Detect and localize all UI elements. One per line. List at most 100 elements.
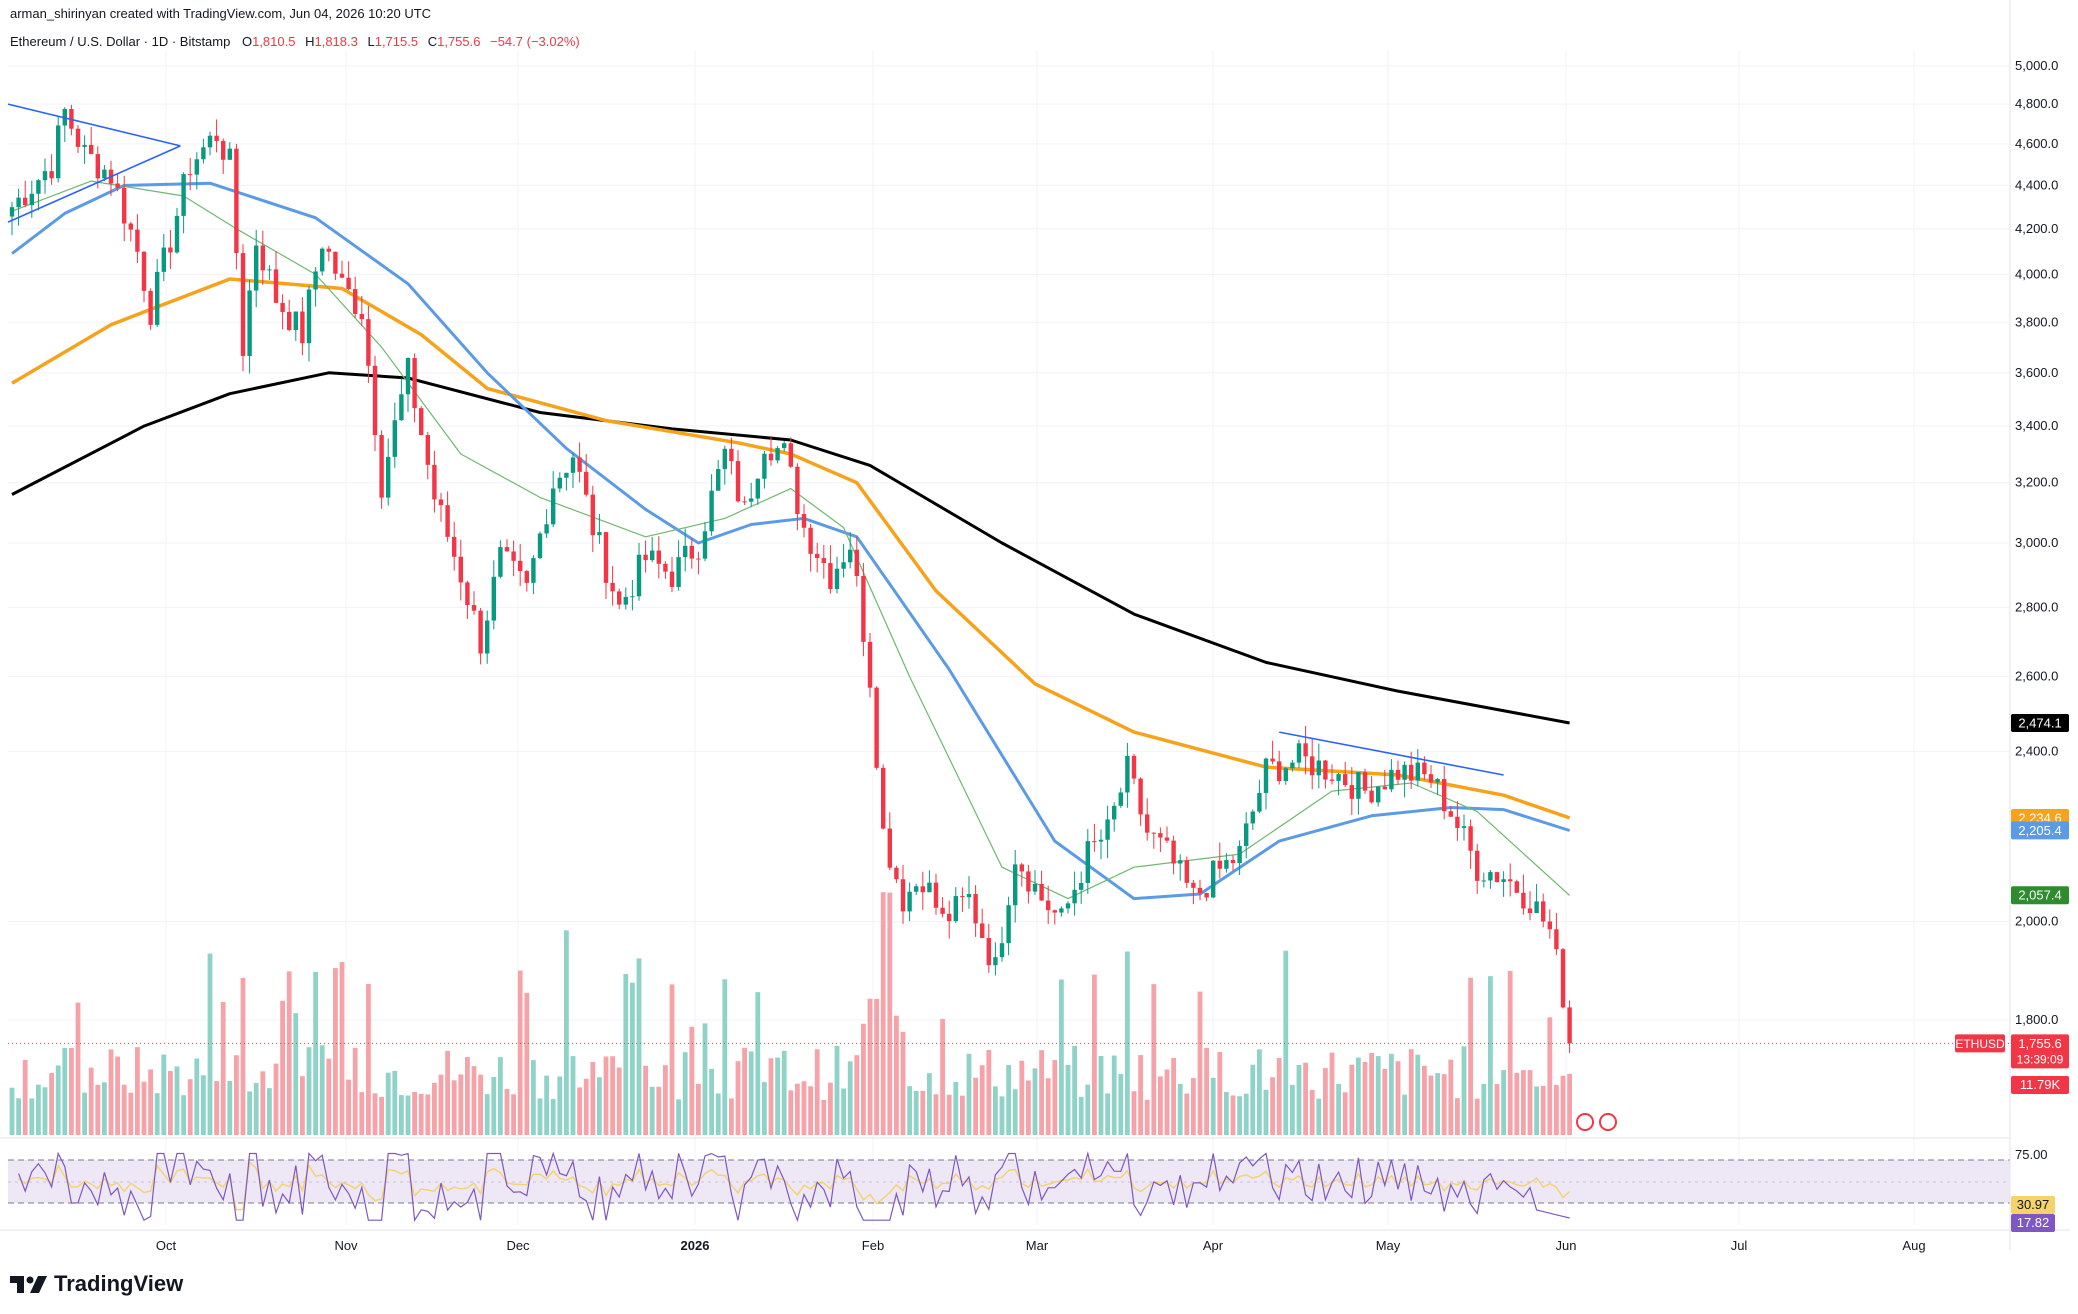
volume-bar <box>88 1067 94 1135</box>
volume-bar <box>253 1083 259 1135</box>
candle-body <box>1455 816 1460 828</box>
candle-body <box>445 505 450 537</box>
rsi-tick-label: 75.00 <box>2015 1147 2048 1162</box>
volume-bar <box>1534 1086 1539 1135</box>
candle-body <box>1461 826 1467 828</box>
volume-bar <box>702 1023 708 1135</box>
candle-body <box>914 886 919 892</box>
volume-bar <box>154 1093 160 1135</box>
candle-body <box>702 531 708 559</box>
volume-bar <box>630 982 635 1135</box>
volume-bar <box>379 1096 384 1135</box>
volume-bar <box>689 1026 695 1135</box>
volume-bar <box>1098 1056 1104 1135</box>
tradingview-logo-icon <box>10 1276 47 1293</box>
candle-body <box>1402 764 1407 780</box>
rsi-value-tag: 17.82 <box>2017 1215 2050 1230</box>
rsi-line <box>18 1151 1570 1223</box>
volume-bar <box>590 1062 596 1135</box>
candle-body <box>419 408 424 436</box>
volume-bar <box>69 1047 74 1135</box>
volume-bar <box>1296 1064 1302 1135</box>
candle-body <box>1329 779 1335 781</box>
grid <box>8 50 2010 1225</box>
volume-bar <box>1349 1064 1355 1135</box>
candle-body <box>1475 850 1480 881</box>
volume-bar <box>1567 1073 1572 1135</box>
candle-body <box>1006 905 1011 944</box>
candle-body <box>973 894 978 924</box>
volume-bar <box>1177 1083 1183 1135</box>
volume-bar <box>319 1045 325 1135</box>
volume-bar <box>1560 1075 1566 1135</box>
bar-countdown: 13:39:09 <box>2017 1052 2064 1066</box>
tradingview-logo[interactable]: TradingView <box>10 1271 183 1297</box>
volume-bar <box>478 1074 483 1135</box>
rsi-ma-tag-bg <box>2011 1196 2055 1214</box>
volume-bar <box>1210 1077 1216 1135</box>
candle-body <box>155 271 160 325</box>
candle-body <box>1554 929 1559 950</box>
candle-body <box>735 461 741 502</box>
candle-body <box>808 527 813 554</box>
volume-bar <box>649 1086 655 1135</box>
triangle-trendline[interactable] <box>7 103 181 147</box>
y-tick-label: 3,800.0 <box>2015 314 2058 329</box>
volume-bar <box>1375 1056 1381 1135</box>
volume-bar <box>1217 1051 1223 1135</box>
triangle-trendline[interactable] <box>7 145 181 223</box>
volume-bar <box>181 1095 186 1135</box>
candle-body <box>273 269 279 303</box>
volume-bar <box>128 1092 134 1135</box>
volume-bar <box>768 1058 774 1135</box>
candle-body <box>1567 1007 1572 1044</box>
volume-bar <box>1514 1072 1520 1135</box>
volume-bar <box>273 1063 279 1135</box>
volume-bars <box>9 892 1572 1135</box>
volume-bar <box>603 1056 609 1135</box>
candle-body <box>1257 792 1262 812</box>
candle-body <box>1098 839 1104 842</box>
symbol-legend[interactable]: Ethereum / U.S. Dollar · 1D · Bitstamp O… <box>10 34 586 49</box>
candle-body <box>1052 910 1057 913</box>
moving-averages <box>11 180 1571 901</box>
candle-body <box>1092 841 1097 843</box>
ma-price-tag-bg <box>2011 886 2069 905</box>
trend-drawings[interactable] <box>7 103 2010 1131</box>
candle-body <box>1230 860 1236 864</box>
candle-body <box>359 313 364 320</box>
candle-body <box>1468 826 1473 851</box>
volume-bar <box>1415 1054 1421 1135</box>
volume-bar <box>927 1073 932 1135</box>
time-axis[interactable]: Oct Nov Dec 2026 Feb Mar Apr May Jun Jul Aug <box>156 1238 1926 1253</box>
candle-body <box>841 562 846 569</box>
volume-bar <box>960 1095 965 1135</box>
volume-bar <box>1171 1058 1176 1135</box>
candle-body <box>247 290 252 356</box>
candle-body <box>1527 908 1533 914</box>
candle-body <box>174 215 180 253</box>
volume-bar <box>260 1071 266 1135</box>
volume-bar <box>656 1086 662 1135</box>
volume-bar <box>1309 1089 1315 1135</box>
price-axis[interactable]: 5,000.0 4,800.0 4,600.0 4,400.0 4,200.0 4,000… <box>0 0 2070 1250</box>
candle-body <box>1112 805 1117 820</box>
volume-bar <box>748 1051 754 1135</box>
volume-bar <box>418 1093 424 1135</box>
y-tick-label: 4,400.0 <box>2015 177 2058 192</box>
volume-bar <box>1270 1077 1275 1135</box>
resistance-trendline[interactable] <box>1279 731 1504 776</box>
candle-body <box>1217 860 1222 869</box>
y-tick-label: 3,400.0 <box>2015 418 2058 433</box>
rsi-pane[interactable] <box>8 1151 2010 1223</box>
economic-event-flag[interactable] <box>1576 1113 1594 1131</box>
candle-body <box>1422 762 1427 775</box>
volume-bar <box>814 1049 820 1135</box>
volume-bar <box>465 1057 470 1135</box>
candle-body <box>676 557 681 587</box>
volume-bar <box>999 1096 1005 1135</box>
candle-body <box>287 311 292 330</box>
economic-event-flag[interactable] <box>1599 1113 1617 1131</box>
candle-body <box>1046 900 1051 911</box>
